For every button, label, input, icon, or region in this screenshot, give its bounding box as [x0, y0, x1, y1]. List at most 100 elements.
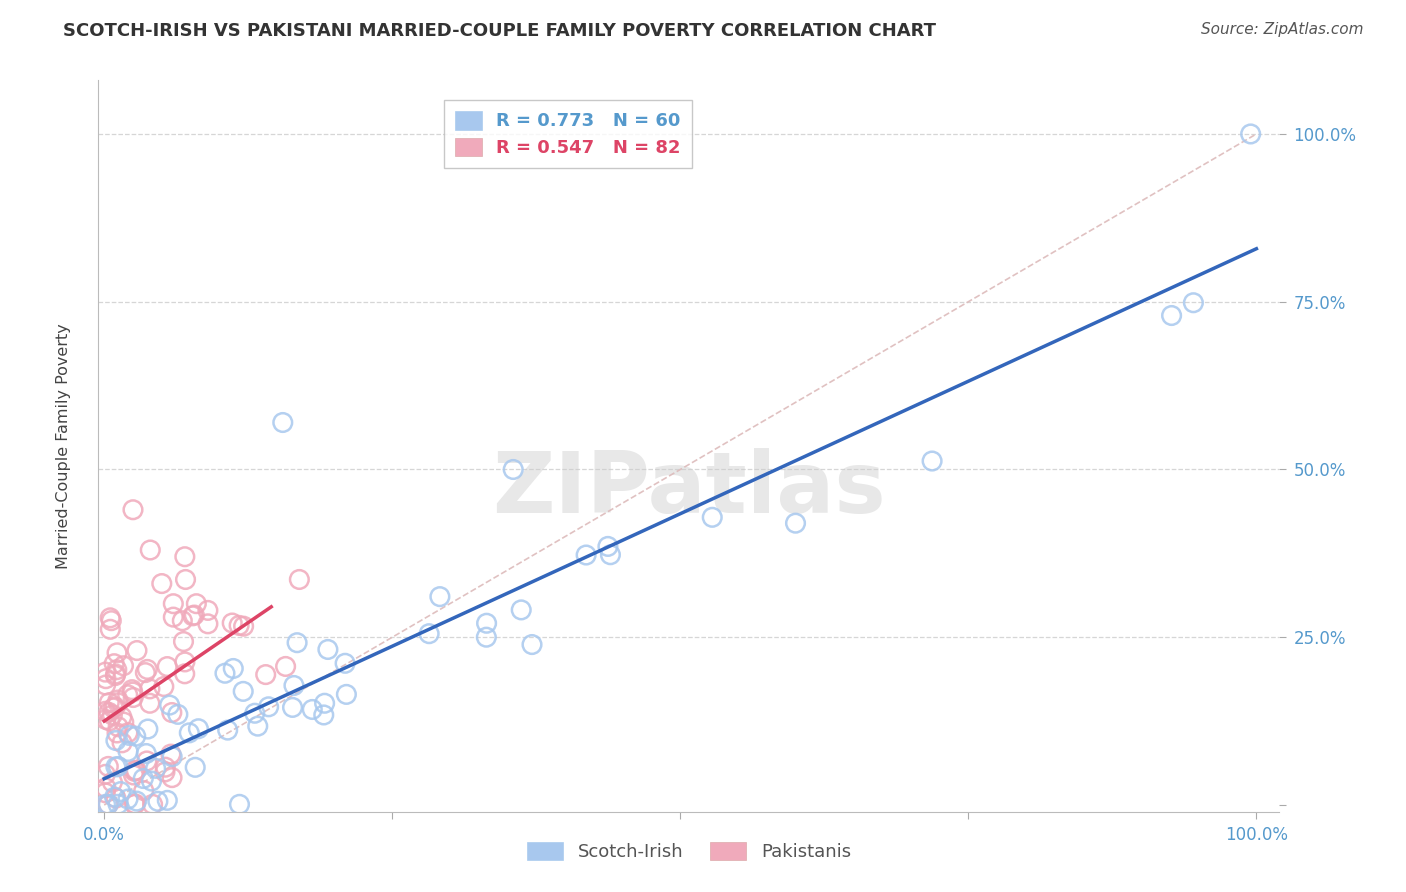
Point — [124, 797, 146, 812]
Point — [98, 623, 121, 637]
Point — [335, 687, 357, 701]
Point — [228, 797, 250, 812]
Point — [184, 760, 207, 774]
Point — [94, 780, 117, 795]
Point — [333, 657, 356, 671]
Point — [418, 626, 440, 640]
Point — [181, 608, 204, 623]
Point — [702, 510, 724, 524]
Point — [112, 715, 135, 730]
Point — [222, 661, 245, 675]
Point — [104, 700, 127, 714]
Point — [1160, 309, 1182, 323]
Point — [274, 659, 297, 673]
Point — [105, 646, 128, 660]
Point — [122, 768, 145, 782]
Point — [121, 682, 143, 697]
Point — [117, 744, 139, 758]
Point — [97, 797, 120, 812]
Text: SCOTCH-IRISH VS PAKISTANI MARRIED-COUPLE FAMILY POVERTY CORRELATION CHART: SCOTCH-IRISH VS PAKISTANI MARRIED-COUPLE… — [63, 22, 936, 40]
Point — [160, 706, 183, 720]
Point — [314, 696, 336, 710]
Point — [160, 747, 183, 761]
Point — [153, 764, 176, 779]
Point — [105, 726, 128, 740]
Point — [117, 792, 139, 806]
Point — [429, 590, 451, 604]
Point — [105, 663, 128, 677]
Point — [122, 502, 145, 516]
Point — [156, 659, 179, 673]
Point — [221, 615, 243, 630]
Point — [104, 667, 127, 681]
Point — [146, 794, 169, 808]
Point — [118, 728, 141, 742]
Point — [285, 636, 308, 650]
Point — [101, 708, 124, 723]
Point — [104, 668, 127, 682]
Point — [94, 665, 117, 679]
Point — [174, 573, 197, 587]
Point — [103, 790, 125, 805]
Point — [145, 761, 167, 775]
Point — [94, 786, 117, 800]
Point — [101, 775, 124, 789]
Point — [162, 610, 184, 624]
Point — [301, 702, 323, 716]
Point — [136, 722, 159, 736]
Point — [104, 760, 127, 774]
Point — [103, 657, 125, 671]
Point — [160, 749, 183, 764]
Point — [197, 616, 219, 631]
Point — [510, 603, 533, 617]
Point — [921, 454, 943, 468]
Point — [254, 667, 277, 681]
Point — [312, 708, 335, 723]
Point — [94, 713, 117, 727]
Point — [124, 764, 146, 778]
Point — [94, 678, 117, 692]
Point — [124, 797, 146, 811]
Point — [167, 707, 190, 722]
Point — [139, 543, 162, 558]
Point — [121, 685, 143, 699]
Point — [98, 696, 121, 710]
Point — [232, 684, 254, 698]
Point — [117, 725, 139, 739]
Point — [288, 573, 311, 587]
Point — [132, 783, 155, 797]
Point — [281, 700, 304, 714]
Point — [155, 760, 177, 774]
Point — [107, 759, 129, 773]
Point — [162, 597, 184, 611]
Text: Source: ZipAtlas.com: Source: ZipAtlas.com — [1201, 22, 1364, 37]
Point — [159, 698, 181, 712]
Point — [172, 614, 194, 628]
Point — [257, 699, 280, 714]
Point — [107, 797, 129, 812]
Point — [110, 784, 132, 798]
Point — [141, 774, 163, 789]
Point — [134, 665, 156, 680]
Point — [132, 772, 155, 786]
Point — [156, 793, 179, 807]
Point — [111, 736, 134, 750]
Point — [94, 672, 117, 686]
Point — [475, 616, 498, 631]
Point — [107, 693, 129, 707]
Point — [111, 710, 134, 724]
Legend: Scotch-Irish, Pakistanis: Scotch-Irish, Pakistanis — [520, 835, 858, 869]
Point — [150, 576, 173, 591]
Point — [197, 603, 219, 617]
Point — [214, 666, 236, 681]
Point — [217, 723, 239, 737]
Point — [139, 696, 162, 710]
Point — [160, 771, 183, 785]
Point — [136, 662, 159, 676]
Point — [153, 680, 176, 694]
Point — [103, 701, 125, 715]
Point — [94, 767, 117, 781]
Point — [139, 681, 162, 696]
Point — [232, 619, 254, 633]
Point — [112, 658, 135, 673]
